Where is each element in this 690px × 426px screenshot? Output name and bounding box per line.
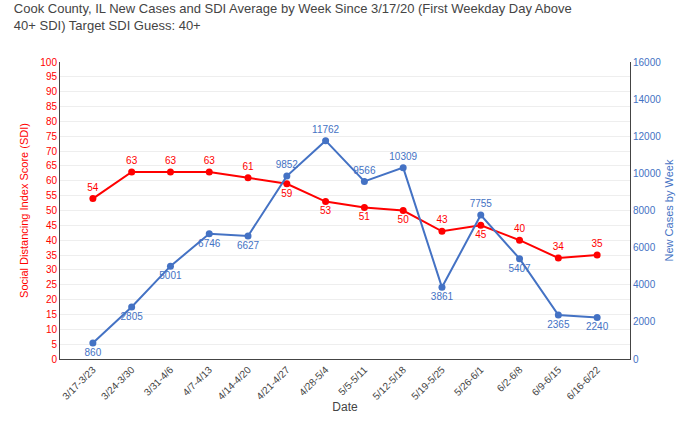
svg-text:5: 5 [51, 339, 57, 350]
svg-text:0: 0 [633, 354, 639, 365]
svg-text:95: 95 [46, 71, 58, 82]
svg-text:4/21-4/27: 4/21-4/27 [254, 364, 292, 402]
svg-text:54: 54 [87, 182, 99, 193]
svg-text:2240: 2240 [586, 321, 609, 332]
svg-text:45: 45 [475, 229, 487, 240]
svg-text:10309: 10309 [389, 151, 417, 162]
svg-text:63: 63 [165, 155, 177, 166]
svg-text:Date: Date [332, 400, 358, 414]
svg-text:6746: 6746 [198, 238, 221, 249]
svg-text:25: 25 [46, 279, 58, 290]
svg-text:5/19-5/25: 5/19-5/25 [409, 364, 447, 402]
svg-text:4/28-5/4: 4/28-5/4 [297, 364, 331, 398]
svg-text:5/5-5/11: 5/5-5/11 [336, 364, 370, 398]
svg-text:15: 15 [46, 309, 58, 320]
svg-text:2365: 2365 [547, 319, 570, 330]
svg-text:100: 100 [40, 57, 57, 68]
svg-text:4/7-4/13: 4/7-4/13 [180, 364, 214, 398]
svg-text:85: 85 [46, 101, 58, 112]
svg-text:63: 63 [126, 155, 138, 166]
svg-text:43: 43 [436, 214, 448, 225]
svg-text:0: 0 [51, 354, 57, 365]
svg-text:55: 55 [46, 190, 58, 201]
svg-text:90: 90 [46, 86, 58, 97]
svg-text:60: 60 [46, 175, 58, 186]
svg-text:3/17-3/23: 3/17-3/23 [60, 364, 98, 402]
svg-text:75: 75 [46, 131, 58, 142]
svg-text:70: 70 [46, 146, 58, 157]
svg-text:4/14-4/20: 4/14-4/20 [215, 364, 253, 402]
svg-text:40: 40 [514, 223, 526, 234]
svg-text:14000: 14000 [633, 94, 661, 105]
svg-text:51: 51 [359, 211, 371, 222]
svg-text:6627: 6627 [237, 240, 260, 251]
svg-text:10000: 10000 [633, 168, 661, 179]
svg-text:80: 80 [46, 116, 58, 127]
svg-text:860: 860 [85, 347, 102, 358]
svg-text:2805: 2805 [121, 311, 144, 322]
svg-text:7755: 7755 [470, 198, 493, 209]
svg-text:Social Distancing Index Score: Social Distancing Index Score (SDI) [18, 123, 30, 298]
svg-text:New Cases by Week: New Cases by Week [663, 159, 675, 261]
svg-text:5001: 5001 [159, 270, 182, 281]
svg-text:53: 53 [320, 205, 332, 216]
svg-text:50: 50 [398, 214, 410, 225]
svg-text:9566: 9566 [353, 165, 376, 176]
svg-text:9852: 9852 [276, 159, 299, 170]
svg-text:50: 50 [46, 205, 58, 216]
svg-text:35: 35 [46, 250, 58, 261]
svg-text:35: 35 [592, 238, 604, 249]
svg-text:8000: 8000 [633, 205, 656, 216]
svg-text:6/9-6/15: 6/9-6/15 [530, 364, 564, 398]
svg-text:63: 63 [204, 155, 216, 166]
svg-text:6000: 6000 [633, 242, 656, 253]
svg-text:65: 65 [46, 160, 58, 171]
svg-text:2000: 2000 [633, 316, 656, 327]
svg-text:45: 45 [46, 220, 58, 231]
svg-text:12000: 12000 [633, 131, 661, 142]
svg-text:5407: 5407 [508, 263, 531, 274]
svg-text:3/24-3/30: 3/24-3/30 [99, 364, 137, 402]
svg-text:34: 34 [553, 241, 565, 252]
svg-text:16000: 16000 [633, 57, 661, 68]
svg-text:30: 30 [46, 264, 58, 275]
svg-text:5/12-5/18: 5/12-5/18 [370, 364, 408, 402]
svg-text:5/26-6/1: 5/26-6/1 [452, 364, 486, 398]
svg-text:10: 10 [46, 324, 58, 335]
svg-text:3/31-4/6: 3/31-4/6 [142, 364, 176, 398]
svg-text:61: 61 [242, 161, 254, 172]
svg-text:40: 40 [46, 235, 58, 246]
svg-text:20: 20 [46, 294, 58, 305]
svg-text:11762: 11762 [312, 124, 340, 135]
svg-text:59: 59 [281, 188, 293, 199]
svg-text:6/2-6/8: 6/2-6/8 [495, 364, 525, 394]
svg-text:3861: 3861 [431, 291, 454, 302]
svg-text:6/16-6/22: 6/16-6/22 [564, 364, 602, 402]
svg-text:Cook County, IL New Cases and: Cook County, IL New Cases and SDI Averag… [14, 1, 572, 33]
svg-text:4000: 4000 [633, 279, 656, 290]
